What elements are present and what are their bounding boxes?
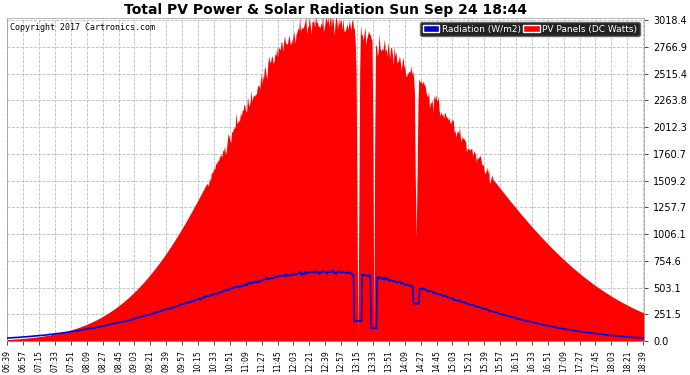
Legend: Radiation (W/m2), PV Panels (DC Watts): Radiation (W/m2), PV Panels (DC Watts) [420, 22, 640, 36]
Title: Total PV Power & Solar Radiation Sun Sep 24 18:44: Total PV Power & Solar Radiation Sun Sep… [124, 3, 527, 17]
Text: Copyright 2017 Cartronics.com: Copyright 2017 Cartronics.com [10, 23, 155, 32]
